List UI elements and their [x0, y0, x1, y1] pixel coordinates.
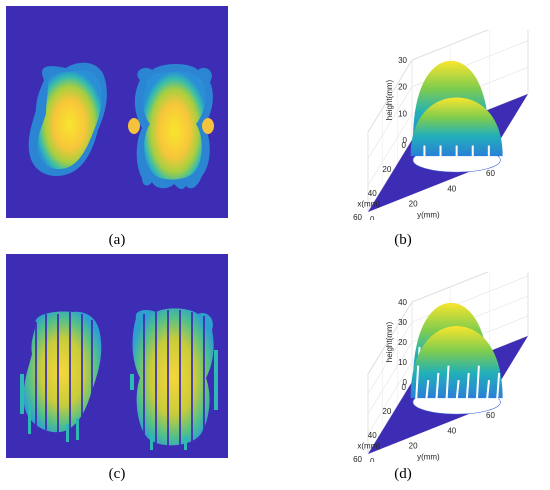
x-tick-label: 20 [382, 165, 391, 174]
x-tick-label: 0 [402, 383, 407, 392]
x-tick-label: 0 [402, 141, 407, 150]
x-tick-label: 40 [368, 431, 377, 440]
axis-box-edge [411, 272, 489, 303]
surface-mound-2 [410, 97, 503, 173]
panel-a-depth-map [6, 6, 228, 218]
surface-spike [475, 365, 480, 401]
y-tick-label: 20 [409, 442, 418, 451]
y-axis-label: y(mm) [417, 453, 440, 462]
side-view-object-noisy [20, 311, 102, 442]
caption-a: (a) [108, 232, 126, 248]
z-tick-label: 10 [398, 358, 407, 367]
x-tick-label: 60 [353, 213, 362, 220]
y-tick-label: 0 [370, 457, 375, 462]
z-tick-label: 20 [398, 338, 407, 347]
y-tick-label: 20 [409, 200, 418, 209]
z-axis-label: height(mm) [385, 79, 394, 120]
front-view-object-noisy [130, 308, 218, 450]
surface-spike [455, 380, 460, 401]
caption-d: (d) [394, 466, 412, 482]
surface-body [410, 97, 503, 157]
z-axis-label: height(mm) [385, 321, 394, 362]
side-view-object [28, 62, 107, 176]
surface-mound-2 [410, 326, 503, 415]
y-tick-label: 60 [486, 411, 495, 420]
z-tick-label: 0 [403, 136, 408, 145]
y-tick-label: 40 [447, 184, 456, 193]
z-tick-label: 30 [398, 56, 407, 65]
x-tick-label: 40 [368, 189, 377, 198]
panel-c-depth-map [6, 254, 228, 458]
z-tick-label: 0 [403, 378, 408, 387]
surface-spike [445, 365, 450, 401]
caption-c: (c) [108, 466, 126, 482]
x-tick-label: 60 [353, 455, 362, 462]
surface-body [410, 326, 503, 399]
surface-spike [496, 372, 501, 401]
x-axis-label: x(mm) [357, 200, 380, 209]
surface-spike [486, 380, 490, 401]
y-axis-label: y(mm) [417, 211, 440, 220]
x-axis-label: x(mm) [357, 442, 380, 451]
y-tick-label: 0 [370, 215, 375, 220]
surface-spike [425, 380, 430, 401]
surface-spike [435, 372, 440, 401]
caption-b: (b) [394, 232, 412, 248]
z-tick-label: 40 [398, 298, 407, 307]
front-view-object [128, 64, 214, 190]
panel-d-3d-surface: 0 10 20 30 40 0 20 40 60 0 20 40 60 height(mm) x(mm) y(… [266, 272, 542, 462]
y-tick-label: 60 [486, 169, 495, 178]
surface-spike [465, 372, 470, 401]
surface-spike [415, 365, 420, 401]
z-tick-label: 10 [398, 109, 407, 118]
z-tick-label: 30 [398, 318, 407, 327]
panel-b-3d-surface: 0 10 20 30 0 20 40 60 0 20 40 60 height(mm) x(mm) y(mm… [266, 30, 542, 220]
z-tick-label: 20 [398, 83, 407, 92]
x-tick-label: 20 [382, 407, 391, 416]
axis-box-edge [411, 30, 489, 61]
y-tick-label: 40 [447, 426, 456, 435]
